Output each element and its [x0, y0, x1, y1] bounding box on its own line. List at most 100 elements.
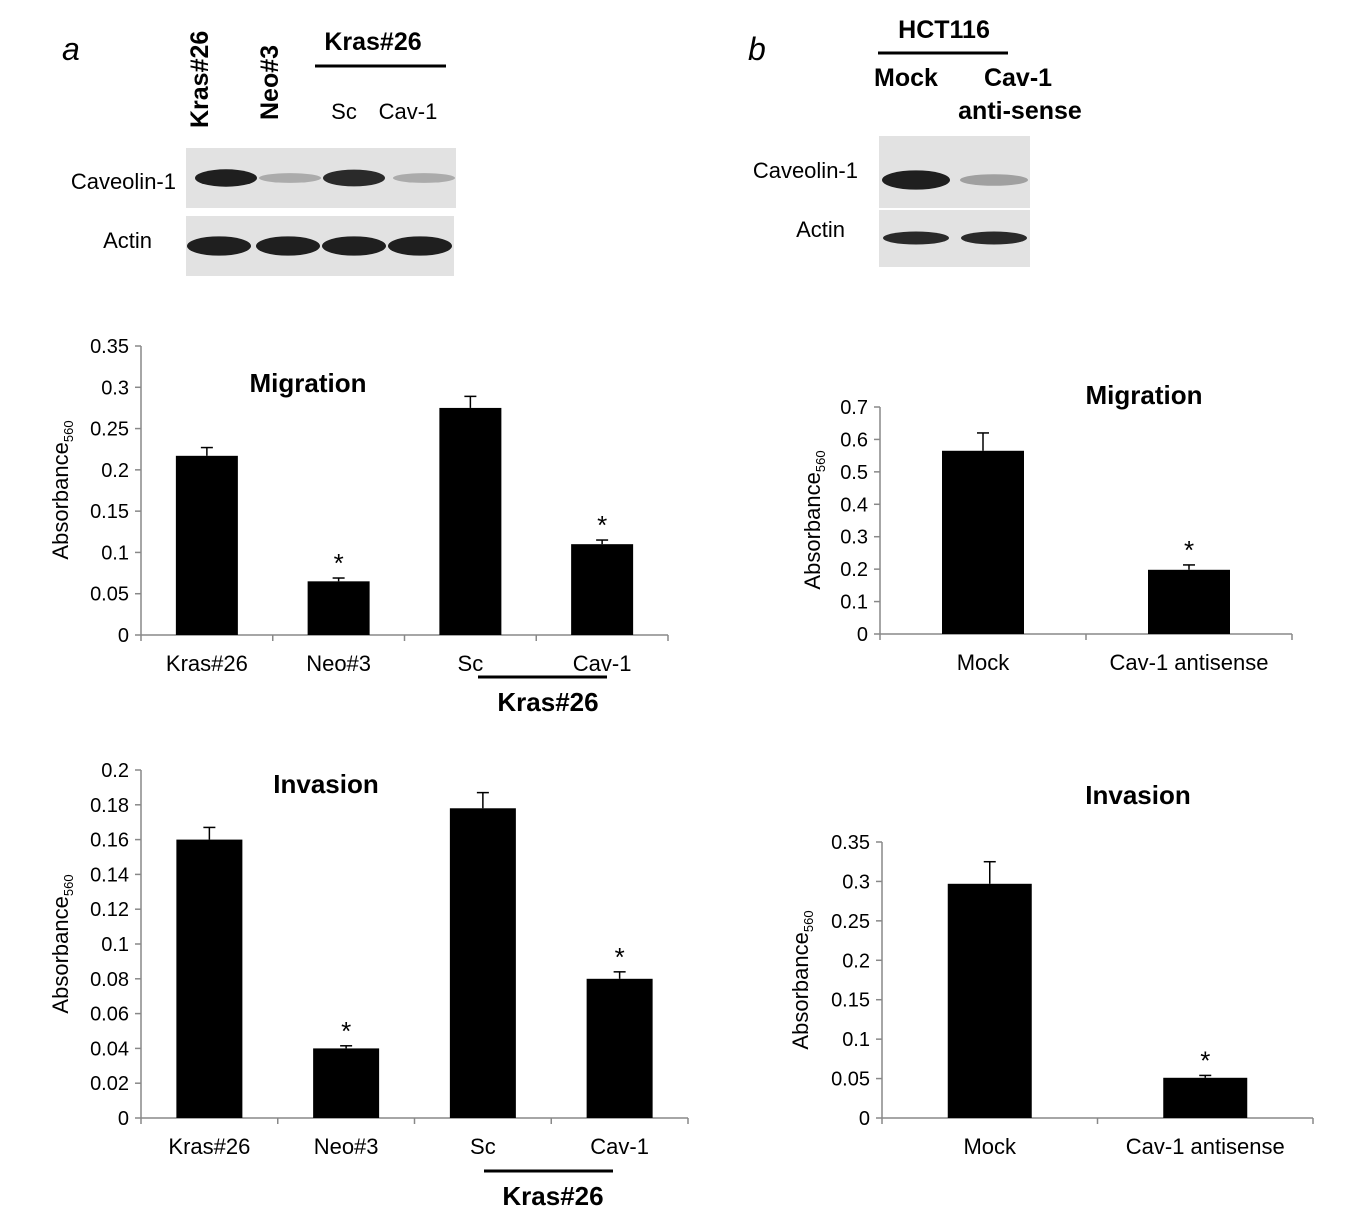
y-tick-label: 0	[857, 624, 868, 646]
significance-marker: *	[615, 942, 625, 972]
blot-a-row-label-actin: Actin	[103, 228, 152, 253]
x-tick-label: Cav-1	[590, 1134, 649, 1159]
y-tick-label: 0.2	[842, 950, 870, 972]
blot-a-row-label-caveolin: Caveolin-1	[71, 169, 176, 194]
chart-title: Invasion	[1085, 780, 1190, 810]
x-tick-label: Cav-1	[573, 651, 632, 676]
y-tick-label: 0.6	[840, 429, 868, 451]
y-tick-label: 0.3	[842, 871, 870, 893]
significance-marker: *	[597, 510, 607, 540]
x-tick-label: Mock	[963, 1134, 1017, 1159]
blot-b-row-label-actin: Actin	[796, 217, 845, 242]
actin-band	[388, 236, 452, 256]
bar	[175, 455, 238, 635]
x-tick-label: Cav-1 antisense	[1126, 1134, 1285, 1159]
y-tick-label: 0.25	[90, 419, 129, 441]
y-tick-label: 0	[859, 1108, 870, 1130]
chart-title: Invasion	[273, 769, 378, 799]
x-tick-label: Mock	[957, 650, 1011, 675]
bar	[942, 450, 1024, 634]
actin-band	[961, 231, 1027, 245]
y-tick-label: 0.14	[90, 864, 129, 886]
x-tick-label: Kras#26	[168, 1134, 250, 1159]
western-blot-b: HCT116 Mock Cav-1 anti-sense Caveolin-1 …	[753, 16, 1082, 267]
actin-band	[187, 236, 251, 256]
y-axis-label-main: Absorbance	[48, 896, 73, 1013]
y-axis-label: Absorbance560	[788, 910, 816, 1049]
y-tick-label: 0.04	[90, 1038, 129, 1060]
y-tick-label: 0.35	[831, 832, 870, 854]
y-tick-label: 0.18	[90, 795, 129, 817]
y-tick-label: 0.2	[101, 760, 129, 782]
y-tick-label: 0.1	[101, 542, 129, 564]
y-tick-label: 0.1	[101, 934, 129, 956]
blot-b-lane-label-mock: Mock	[874, 64, 938, 92]
y-tick-label: 0.5	[840, 462, 868, 484]
caveolin-band	[323, 169, 385, 187]
actin-band	[883, 231, 949, 245]
bar	[439, 407, 502, 635]
y-tick-label: 0.15	[90, 501, 129, 523]
caveolin-band	[393, 173, 455, 183]
y-tick-label: 0.1	[842, 1029, 870, 1051]
y-tick-label: 0.4	[840, 494, 868, 516]
group-bracket-label: Kras#26	[497, 687, 598, 717]
y-tick-label: 0.2	[840, 559, 868, 581]
caveolin-band	[882, 170, 950, 190]
y-tick-label: 0.08	[90, 969, 129, 991]
caveolin-band	[195, 169, 257, 187]
y-axis-label-subscript: 560	[801, 910, 816, 932]
blot-a-lane-label-cav1: Cav-1	[379, 99, 438, 124]
y-tick-label: 0.12	[90, 899, 129, 921]
bar	[307, 581, 370, 635]
western-blot-a: Kras#26 Neo#3 Kras#26 Sc Cav-1 Caveolin-…	[71, 28, 456, 276]
bar	[1148, 569, 1230, 634]
y-tick-label: 0	[118, 1108, 129, 1130]
y-axis-label-subscript: 560	[813, 450, 828, 472]
blot-b-group-label: HCT116	[898, 16, 990, 44]
significance-marker: *	[341, 1016, 351, 1046]
y-tick-label: 0.02	[90, 1073, 129, 1095]
panel-b-letter: b	[748, 31, 766, 67]
y-tick-label: 0.05	[90, 584, 129, 606]
bar	[449, 808, 516, 1118]
x-tick-label: Cav-1 antisense	[1110, 650, 1269, 675]
x-tick-label: Sc	[458, 651, 484, 676]
chart-b-invasion: 0 0.05 0.1 0.15 0.2 0.25 0.3 0.35 Mock * Cav-1 ant…	[788, 780, 1314, 1159]
caveolin-band	[960, 174, 1028, 186]
y-axis-label: Absorbance560	[800, 450, 828, 589]
chart-title: Migration	[1086, 380, 1203, 410]
significance-marker: *	[1200, 1045, 1210, 1075]
chart-a-invasion: 0 0.02 0.04 0.06 0.08 0.1 0.12 0.14 0.16 0.18 0.2 K…	[48, 760, 689, 1211]
blot-b-row-label-caveolin: Caveolin-1	[753, 158, 858, 183]
y-tick-label: 0.7	[840, 397, 868, 419]
y-axis-label: Absorbance560	[48, 420, 76, 559]
blot-a-lane-label-kras26: Kras#26	[186, 31, 214, 128]
actin-band	[256, 236, 320, 256]
y-axis-label: Absorbance560	[48, 874, 76, 1013]
x-tick-label: Neo#3	[306, 651, 371, 676]
y-tick-label: 0.05	[831, 1069, 870, 1091]
bar	[571, 544, 634, 635]
y-tick-label: 0.3	[840, 527, 868, 549]
chart-a-migration: 0 0.05 0.1 0.15 0.2 0.25 0.3 0.35 Kras#26 * Neo#3 S…	[48, 336, 669, 717]
blot-a-lane-label-sc: Sc	[331, 99, 357, 124]
chart-title: Migration	[250, 368, 367, 398]
y-tick-label: 0.35	[90, 336, 129, 358]
chart-b-migration: 0 0.1 0.2 0.3 0.4 0.5 0.6 0.7 Mock * Cav-1 antisen…	[800, 380, 1293, 675]
y-axis-label-subscript: 560	[61, 420, 76, 442]
y-tick-label: 0.3	[101, 377, 129, 399]
blot-b-lane-label-antisense: anti-sense	[958, 97, 1082, 125]
y-axis-label-main: Absorbance	[48, 442, 73, 559]
y-tick-label: 0.06	[90, 1004, 129, 1026]
blot-b-lane-label-cav1: Cav-1	[984, 64, 1052, 92]
caveolin-band	[259, 173, 321, 183]
y-tick-label: 0	[118, 625, 129, 647]
y-tick-label: 0.25	[831, 911, 870, 933]
blot-a-lane-label-neo3: Neo#3	[256, 45, 284, 120]
y-tick-label: 0.1	[840, 592, 868, 614]
bar	[947, 883, 1032, 1118]
group-bracket-label: Kras#26	[502, 1181, 603, 1211]
significance-marker: *	[334, 548, 344, 578]
